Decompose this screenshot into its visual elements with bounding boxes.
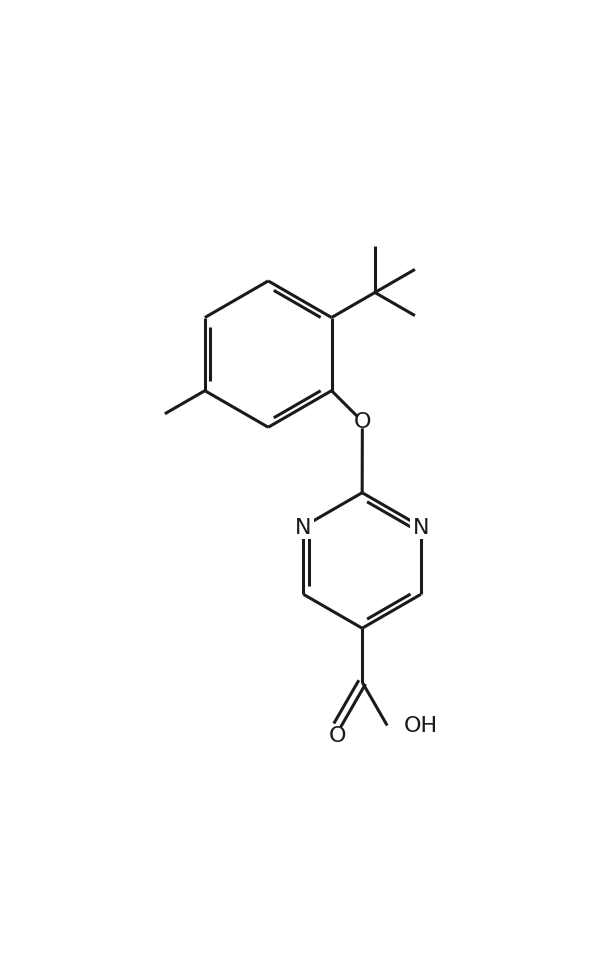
Text: O: O [354,412,371,432]
Text: N: N [295,517,311,537]
Text: OH: OH [404,716,438,735]
Text: O: O [328,725,346,745]
Text: N: N [413,517,429,537]
